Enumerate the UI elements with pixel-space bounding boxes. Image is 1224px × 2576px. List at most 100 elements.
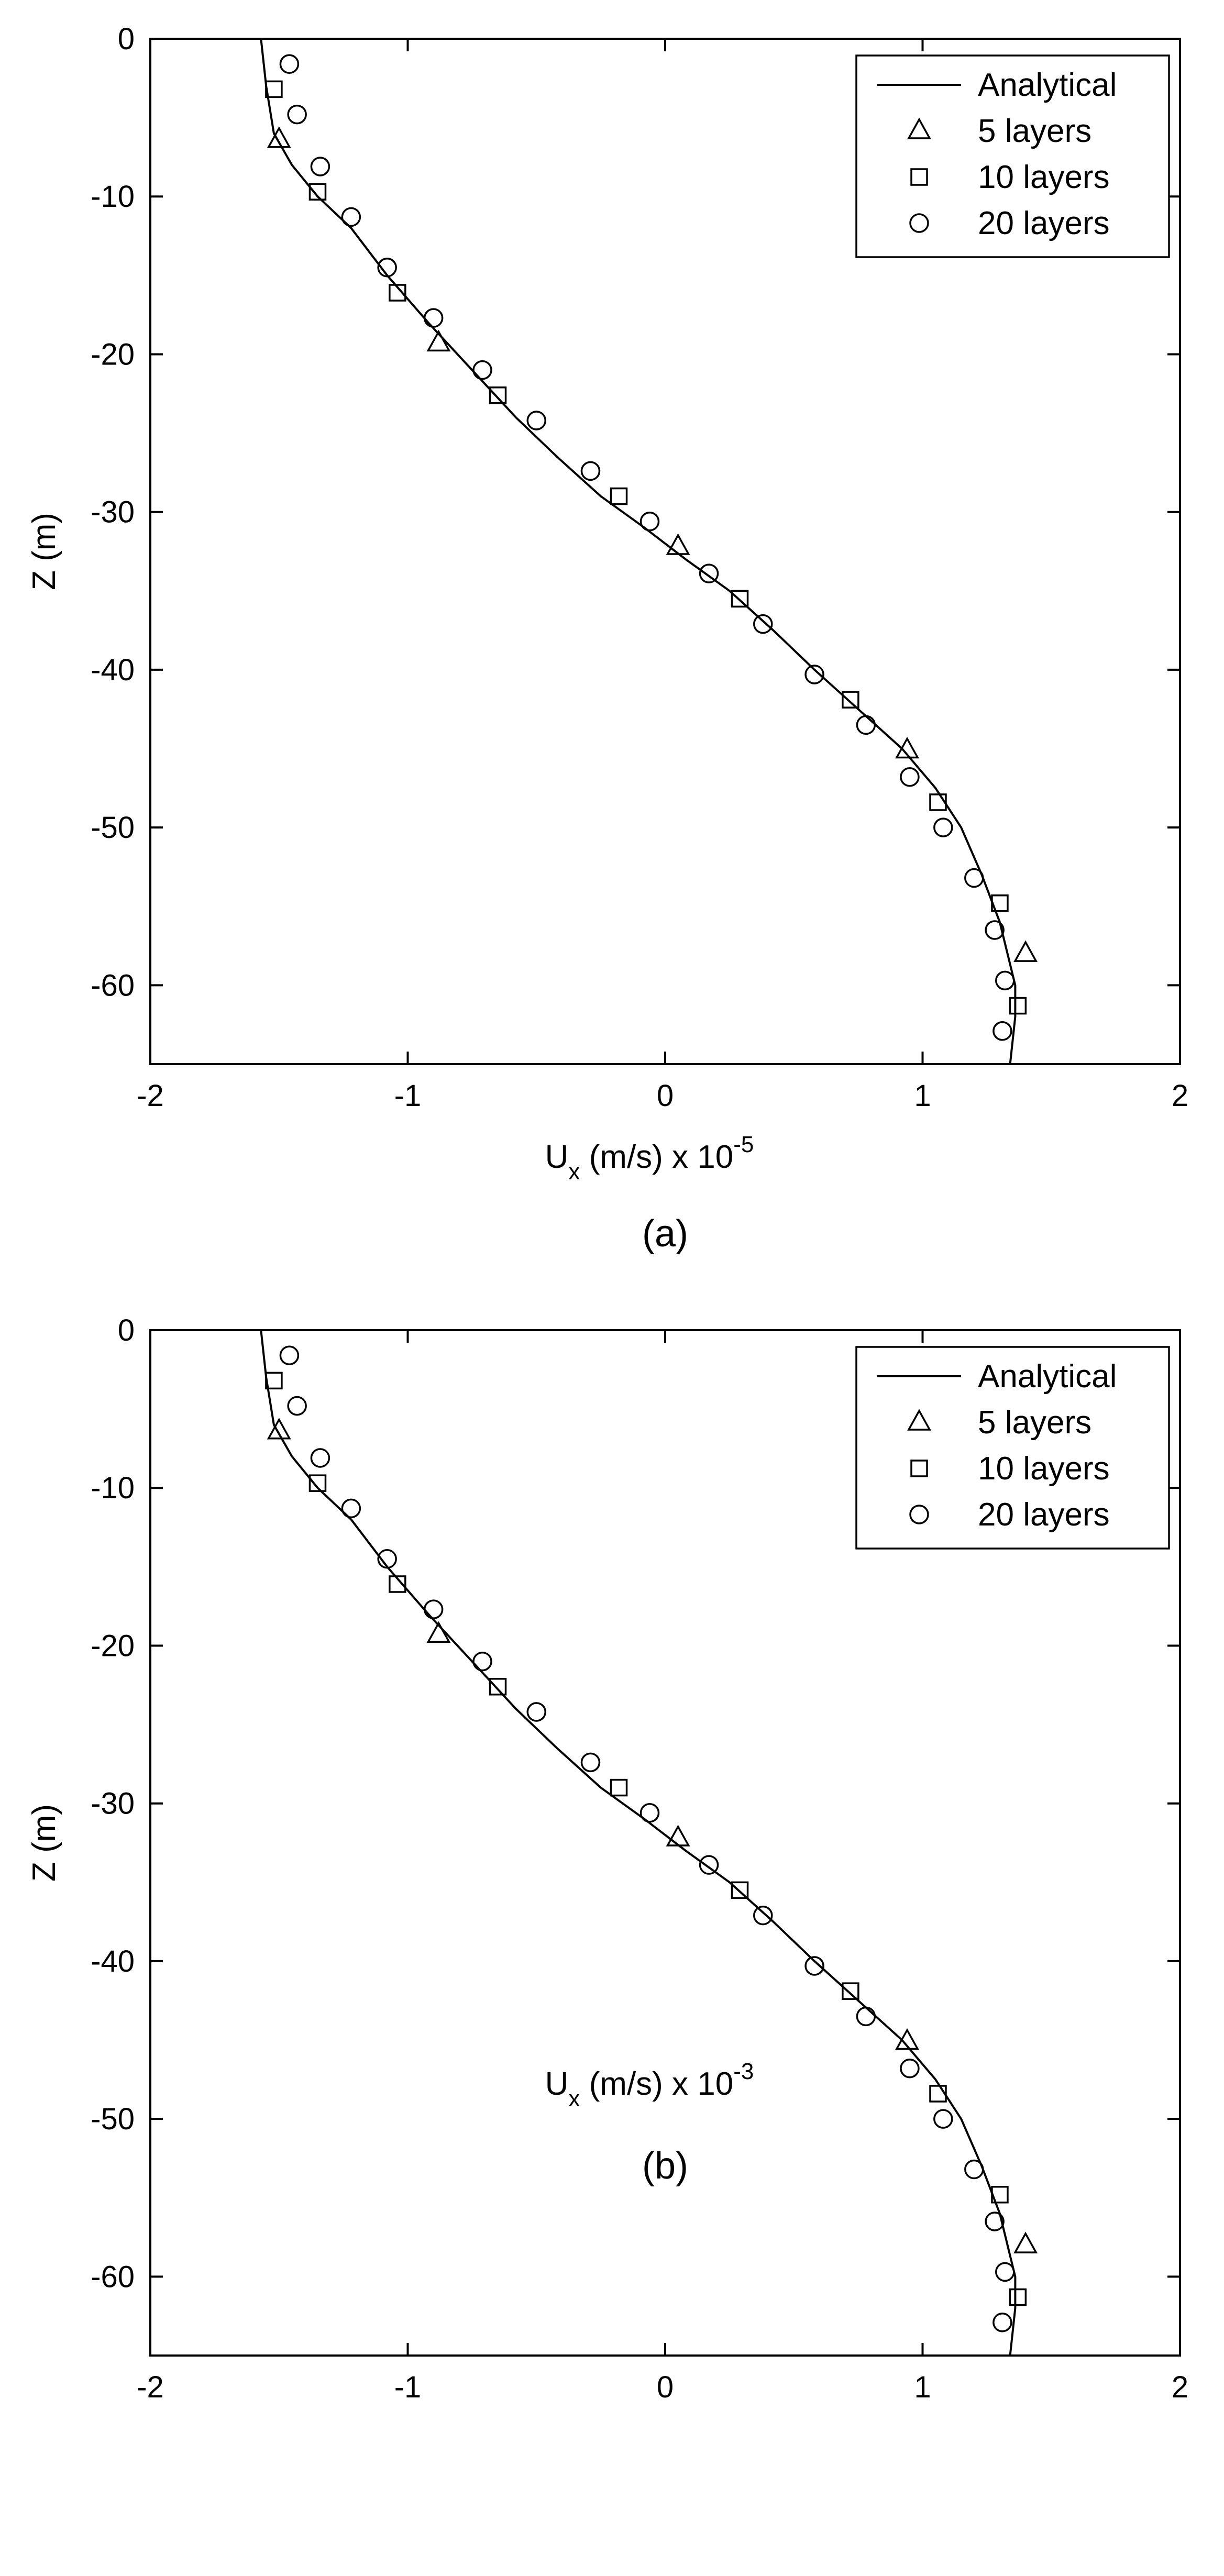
legend-label: 10 layers	[978, 1451, 1110, 1487]
x-tick-label: 1	[914, 2370, 931, 2404]
circle-marker	[933, 817, 953, 837]
x-tick-label: 2	[1172, 1079, 1188, 1113]
circle-marker	[753, 1905, 773, 1926]
series-20-layers	[279, 54, 1015, 1041]
square-marker	[1009, 2288, 1027, 2306]
circle-marker	[377, 258, 397, 278]
y-tick-label: 0	[118, 1313, 135, 1347]
circle-marker	[900, 2059, 920, 2079]
triangle-marker	[426, 1621, 451, 1643]
legend-label: Analytical	[978, 67, 1117, 103]
legend-circle-symbol	[909, 1505, 929, 1524]
y-tick-label: -20	[91, 1629, 135, 1663]
y-tick-label: -60	[91, 2260, 135, 2294]
circle-marker	[804, 1956, 824, 1976]
square-marker	[610, 487, 628, 505]
circle-marker	[699, 1855, 719, 1875]
circle-marker	[993, 1021, 1012, 1041]
circle-marker	[856, 715, 876, 735]
circle-marker	[341, 1498, 361, 1519]
x-tick-label: -1	[394, 2370, 422, 2404]
legend-label: Analytical	[978, 1358, 1117, 1395]
y-tick-label: -40	[91, 1944, 135, 1978]
y-tick-label: -20	[91, 337, 135, 371]
x-tick-label: -2	[137, 1079, 164, 1113]
circle-marker	[639, 512, 660, 532]
circle-marker	[423, 308, 444, 328]
legend-square-symbol	[910, 168, 928, 186]
x-tick-label: 0	[657, 2370, 674, 2404]
square-marker	[991, 2185, 1009, 2204]
square-marker	[489, 1678, 507, 1696]
square-marker	[610, 1778, 628, 1797]
circle-marker	[310, 157, 330, 176]
triangle-marker	[666, 1825, 690, 1847]
triangle-marker	[267, 126, 291, 148]
circle-marker	[753, 614, 773, 634]
square-marker	[265, 80, 283, 98]
legend-label: 20 layers	[978, 1497, 1110, 1533]
legend-label: 5 layers	[978, 113, 1091, 149]
x-tick-label: -1	[394, 1079, 422, 1113]
y-tick-label: -50	[91, 2102, 135, 2136]
y-tick-label: -60	[91, 968, 135, 1002]
circle-marker	[279, 1345, 300, 1365]
series-20-layers	[279, 1345, 1015, 2332]
x-axis-label: Ux (m/s) x 10-5	[545, 1132, 754, 1185]
triangle-marker	[1013, 2231, 1038, 2253]
square-marker	[929, 2085, 947, 2103]
series-analytical	[260, 38, 1017, 1065]
circle-marker	[964, 2159, 984, 2180]
legend-label: 10 layers	[978, 159, 1110, 195]
circle-marker	[639, 1803, 660, 1823]
panel-label: (a)	[642, 1213, 688, 1255]
circle-marker	[526, 1702, 546, 1722]
square-marker	[929, 793, 947, 811]
y-tick-label: -40	[91, 653, 135, 687]
series-analytical	[260, 1330, 1017, 2356]
circle-marker	[856, 2006, 876, 2027]
circle-marker	[310, 1448, 330, 1468]
circle-marker	[472, 360, 492, 380]
legend-label: 5 layers	[978, 1405, 1091, 1441]
circle-marker	[341, 207, 361, 227]
triangle-marker	[895, 2028, 919, 2050]
square-marker	[991, 894, 1009, 912]
x-tick-label: -2	[137, 2370, 164, 2404]
circle-marker	[279, 54, 300, 74]
square-marker	[389, 1575, 406, 1593]
x-axis-label-sub: x	[568, 1159, 580, 1185]
x-tick-label: 0	[657, 1079, 674, 1113]
y-tick-label: -30	[91, 1787, 135, 1821]
square-marker	[842, 1982, 859, 2000]
x-tick-label: 2	[1172, 2370, 1188, 2404]
circle-marker	[287, 104, 307, 125]
triangle-marker	[895, 736, 919, 759]
legend: Analytical 5 layers 10 layers 20 layers	[855, 54, 1170, 258]
x-axis-label-main: U	[545, 1139, 569, 1175]
y-axis-label: Z (m)	[26, 513, 62, 590]
circle-marker	[995, 970, 1015, 991]
legend-square-symbol	[910, 1460, 928, 1477]
series-5-layers	[267, 126, 1038, 962]
x-axis-label-units: (m/s) x 10	[580, 1139, 733, 1175]
x-axis-label-exponent: -3	[733, 2059, 754, 2084]
square-marker	[731, 1881, 749, 1899]
analytical-line	[260, 38, 1017, 1065]
circle-marker	[423, 1599, 444, 1619]
square-marker	[1009, 997, 1027, 1015]
circle-marker	[985, 920, 1005, 940]
x-tick-label: 1	[914, 1079, 931, 1113]
y-tick-label: 0	[118, 22, 135, 56]
triangle-marker	[1013, 940, 1038, 962]
triangle-marker	[426, 329, 451, 352]
legend: Analytical 5 layers 10 layers 20 layers	[855, 1346, 1170, 1550]
square-marker	[731, 590, 749, 608]
y-tick-label: -10	[91, 180, 135, 214]
square-marker	[489, 386, 507, 404]
circle-marker	[900, 767, 920, 787]
series-10-layers	[265, 80, 1027, 1015]
circle-marker	[287, 1396, 307, 1416]
circle-marker	[995, 2262, 1015, 2282]
circle-marker	[985, 2212, 1005, 2231]
